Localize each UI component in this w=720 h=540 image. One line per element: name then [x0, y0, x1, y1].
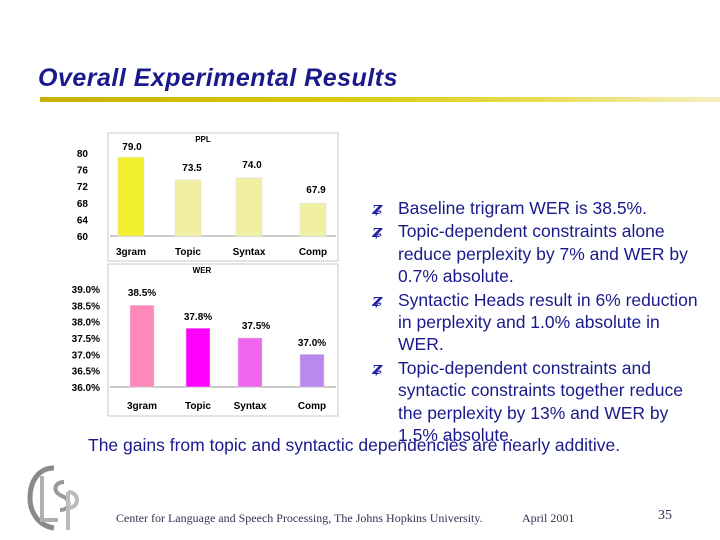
data-label: 37.0% [298, 338, 326, 349]
bar [129, 305, 155, 388]
bullet-item: ʑ Topic-dependent constraints alone reduc… [372, 220, 702, 287]
y-tick-label: 76 [77, 166, 89, 177]
clsp-logo-icon [27, 465, 79, 531]
y-tick-label: 37.0% [72, 350, 100, 361]
data-label: 73.5 [182, 163, 202, 174]
bar [299, 202, 327, 237]
bar [185, 327, 211, 388]
y-tick-label: 68 [77, 199, 89, 210]
bar [117, 156, 145, 237]
x-tick-label: 3gram [116, 247, 146, 258]
data-label: 38.5% [128, 288, 156, 299]
summary-text: The gains from topic and syntactic depen… [88, 435, 621, 455]
x-tick-label: 3gram [127, 401, 157, 412]
data-label: 37.8% [184, 312, 212, 323]
page-number: 35 [658, 508, 672, 523]
z-bullet-icon: ʑ [372, 221, 383, 243]
bullet-text: Topic-dependent constraints alone reduce… [398, 221, 688, 287]
footer-date: April 2001 [522, 511, 575, 525]
x-tick-label: Syntax [233, 247, 266, 258]
y-tick-label: 60 [77, 232, 89, 243]
bullet-text: Syntactic Heads result in 6% reduction i… [398, 289, 698, 355]
bar [235, 177, 263, 237]
bar [299, 354, 325, 388]
bar [237, 337, 263, 388]
data-label: 79.0 [122, 142, 142, 153]
y-tick-label: 64 [77, 215, 89, 226]
chart-title: WER [193, 266, 212, 275]
chart-frame [107, 132, 339, 262]
bullet-item: ʑ Topic-dependent constraints and syntact… [372, 357, 702, 447]
bullet-text: Topic-dependent constraints and syntacti… [398, 357, 684, 446]
bar [174, 179, 202, 237]
footer-institution: Center for Language and Speech Processin… [116, 511, 483, 525]
y-tick-label: 80 [77, 149, 89, 160]
chart-title: PPL [195, 135, 211, 144]
chart-frame [107, 263, 339, 417]
z-bullet-icon: ʑ [372, 198, 383, 219]
z-bullet-icon: ʑ [372, 289, 383, 311]
bullet-list: ʑ Baseline trigram WER is 38.5%. ʑ Topic-d… [372, 197, 702, 447]
bullet-item: ʑ Syntactic Heads result in 6% reduction … [372, 289, 702, 356]
y-tick-label: 38.0% [72, 318, 100, 329]
slide-title: Overall Experimental Results [38, 64, 398, 92]
y-tick-label: 36.0% [72, 383, 100, 394]
z-bullet-icon: ʑ [372, 357, 383, 379]
data-label: 67.9 [306, 185, 326, 196]
data-label: 37.5% [242, 321, 270, 332]
x-tick-label: Comp [298, 401, 326, 412]
data-label: 74.0 [242, 160, 262, 171]
y-tick-label: 36.5% [72, 367, 100, 378]
bullet-item: ʑ Baseline trigram WER is 38.5%. [372, 197, 702, 219]
x-tick-label: Topic [175, 247, 201, 258]
y-tick-label: 39.0% [72, 285, 100, 296]
y-tick-label: 38.5% [72, 301, 100, 312]
title-underline [40, 97, 720, 102]
x-tick-label: Topic [185, 401, 211, 412]
y-tick-label: 37.5% [72, 334, 100, 345]
x-tick-label: Syntax [234, 401, 267, 412]
y-tick-label: 72 [77, 182, 89, 193]
bullet-text: Baseline trigram WER is 38.5%. [398, 198, 647, 218]
x-tick-label: Comp [299, 247, 327, 258]
